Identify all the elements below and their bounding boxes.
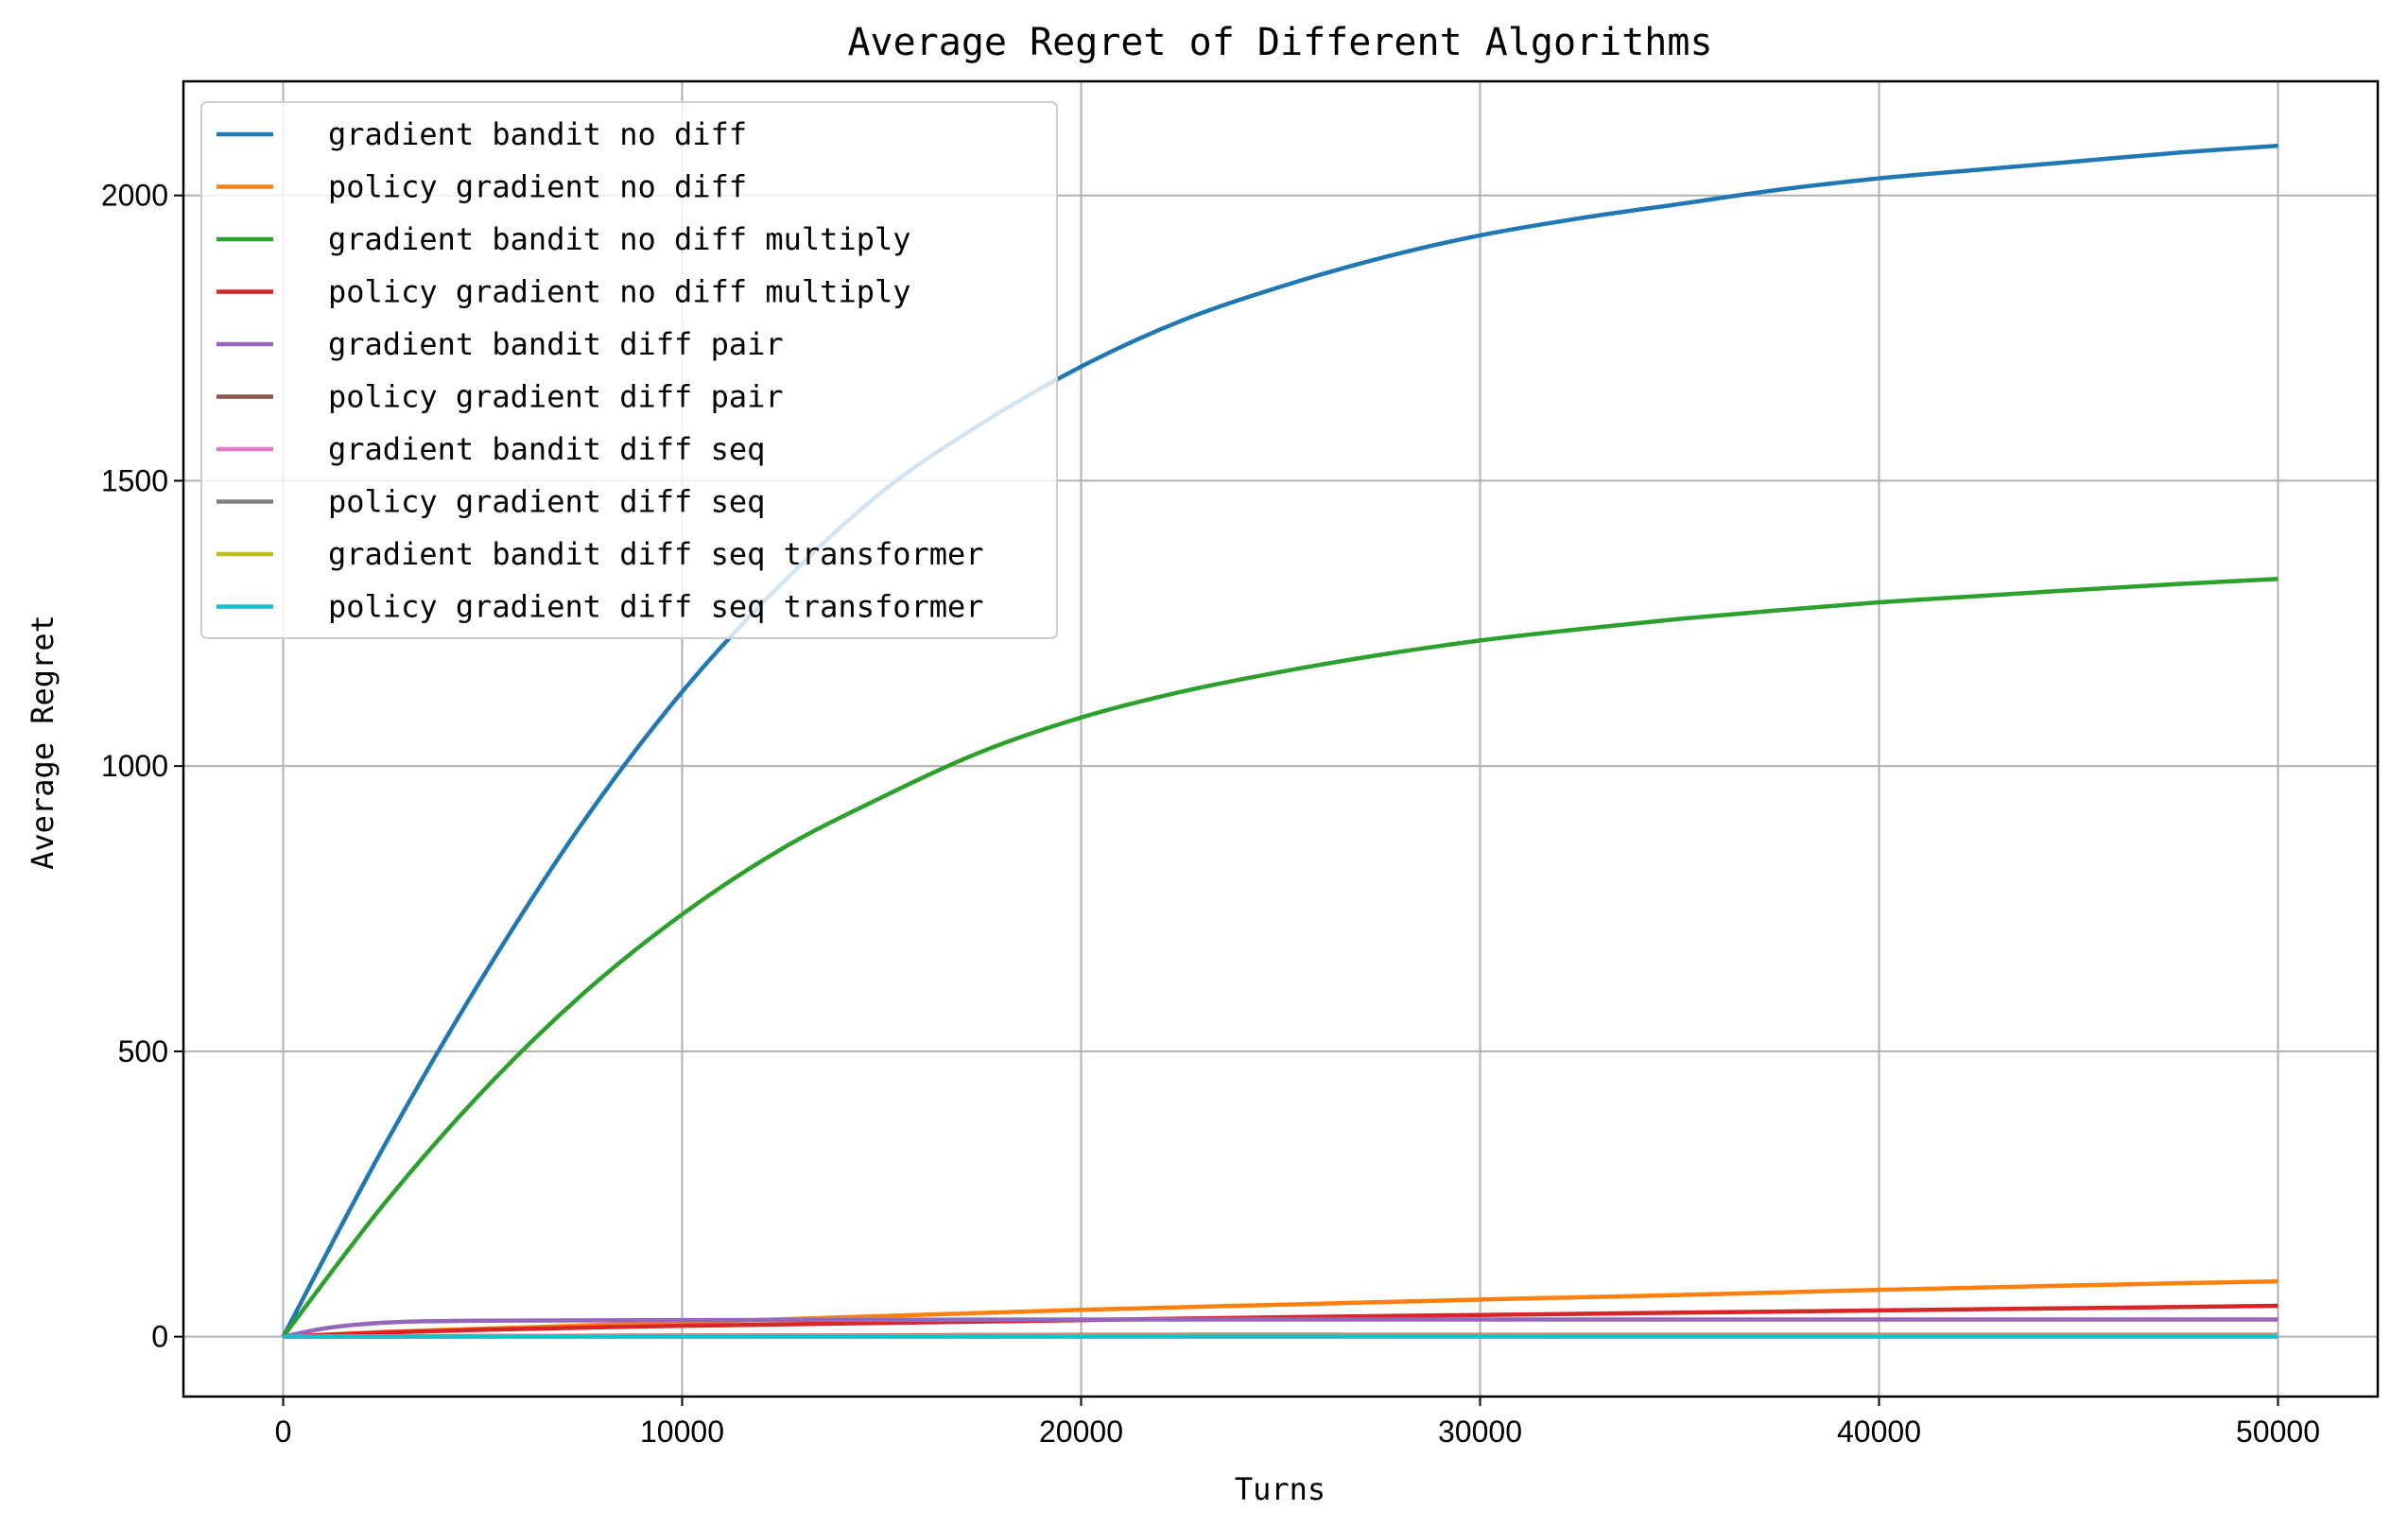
x-tick-label: 30000 (1438, 1415, 1522, 1449)
y-tick-label: 1000 (101, 749, 168, 783)
x-tick-label: 0 (275, 1415, 292, 1449)
series-line-gradient-bandit-no-diff (281, 143, 2278, 1338)
legend: gradient bandit no diff policy gradient n… (200, 101, 1058, 639)
chart-title: Average Regret of Different Algorithms (847, 21, 1712, 64)
y-axis-label: Average Regret (25, 615, 61, 870)
legend-label: policy gradient no diff (328, 169, 747, 205)
legend-label: policy gradient diff seq transformer (328, 589, 984, 625)
legend-label: policy gradient no diff multiply (328, 274, 911, 310)
y-tick-label: 0 (151, 1320, 168, 1354)
legend-label: gradient bandit diff pair (328, 326, 784, 362)
plot-frame (182, 79, 2380, 1398)
legend-label: policy gradient diff seq (328, 484, 765, 520)
legend-box (200, 101, 1058, 639)
y-tick-label: 2000 (101, 179, 168, 213)
x-tick-label: 10000 (640, 1415, 724, 1449)
x-tick-label: 20000 (1039, 1415, 1123, 1449)
series-line-gradient-bandit-diff-pair (283, 1317, 2278, 1339)
series-lines (281, 143, 2278, 1339)
axis-ticks: 0 10000 20000 30000 40000 50000 0 500 1000 1500 20… (101, 179, 2320, 1449)
y-tick-label: 1500 (101, 463, 168, 497)
x-axis-label: Turns (1235, 1471, 1325, 1507)
series-line-gradient-bandit-no-diff-multiply (281, 576, 2278, 1339)
x-tick-label: 40000 (1837, 1415, 1921, 1449)
legend-label: gradient bandit no diff (328, 116, 747, 152)
x-tick-label: 50000 (2236, 1415, 2320, 1449)
legend-label: gradient bandit diff seq (328, 431, 765, 467)
legend-label: policy gradient diff pair (328, 379, 784, 415)
legend-label: gradient bandit diff seq transformer (328, 536, 984, 572)
legend-label: gradient bandit no diff multiply (328, 221, 911, 257)
y-tick-label: 500 (118, 1034, 168, 1068)
